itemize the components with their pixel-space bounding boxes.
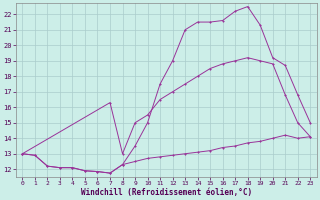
X-axis label: Windchill (Refroidissement éolien,°C): Windchill (Refroidissement éolien,°C): [81, 188, 252, 197]
